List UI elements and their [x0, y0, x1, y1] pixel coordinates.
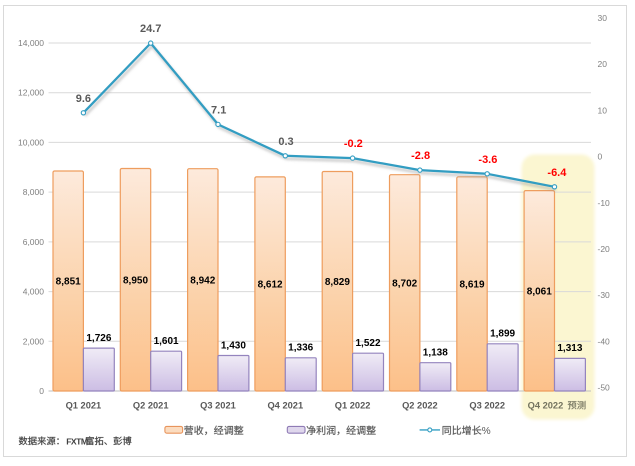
svg-text:8,851: 8,851 [56, 277, 81, 288]
svg-text:8,702: 8,702 [392, 278, 417, 289]
svg-text:Q2 2022: Q2 2022 [402, 401, 438, 411]
svg-text:6,000: 6,000 [23, 237, 45, 247]
svg-text:Q4 2022: Q4 2022 [528, 401, 564, 411]
svg-text:Q4 2021: Q4 2021 [267, 401, 303, 411]
svg-text:1,899: 1,899 [490, 329, 515, 340]
svg-text:8,061: 8,061 [527, 286, 552, 297]
svg-text:1,336: 1,336 [288, 343, 313, 354]
svg-text:1,726: 1,726 [86, 333, 111, 344]
svg-text:-20: -20 [598, 244, 611, 254]
svg-text:0: 0 [39, 386, 44, 396]
svg-text:Q3 2021: Q3 2021 [200, 401, 236, 411]
svg-text:8,829: 8,829 [325, 277, 350, 288]
svg-text:1,430: 1,430 [221, 340, 246, 351]
svg-text:1,601: 1,601 [154, 336, 179, 347]
svg-text:2,000: 2,000 [23, 336, 45, 346]
svg-text:0: 0 [598, 152, 603, 162]
svg-text:1,522: 1,522 [355, 338, 380, 349]
svg-text:12,000: 12,000 [18, 88, 44, 98]
svg-text:8,612: 8,612 [258, 280, 283, 291]
svg-text:-40: -40 [598, 336, 611, 346]
svg-text:30: 30 [598, 13, 608, 23]
svg-text:1,138: 1,138 [423, 348, 448, 359]
svg-text:-50: -50 [598, 383, 611, 393]
svg-text:10,000: 10,000 [18, 137, 44, 147]
svg-text:8,950: 8,950 [123, 275, 148, 286]
svg-text:8,619: 8,619 [459, 279, 484, 290]
svg-text:7.1: 7.1 [211, 104, 226, 116]
svg-text:24.7: 24.7 [140, 23, 161, 35]
svg-text:-2.8: -2.8 [411, 150, 430, 162]
svg-text:4,000: 4,000 [23, 287, 45, 297]
svg-text:Q3 2022: Q3 2022 [469, 401, 505, 411]
svg-text:-0.2: -0.2 [344, 138, 363, 150]
svg-text:-30: -30 [598, 290, 611, 300]
svg-text:14,000: 14,000 [18, 38, 44, 48]
svg-text:Q1 2022: Q1 2022 [335, 401, 371, 411]
svg-text:20: 20 [598, 59, 608, 69]
svg-text:10: 10 [598, 105, 608, 115]
svg-text:Q2 2021: Q2 2021 [133, 401, 169, 411]
svg-text:8,942: 8,942 [190, 275, 215, 286]
svg-text:-10: -10 [598, 198, 611, 208]
svg-text:9.6: 9.6 [76, 93, 91, 105]
svg-text:Q1 2021: Q1 2021 [66, 401, 102, 411]
svg-text:-6.4: -6.4 [547, 167, 567, 179]
svg-text:8,000: 8,000 [23, 187, 45, 197]
svg-text:1,313: 1,313 [557, 343, 582, 354]
svg-text:FXTM: FXTM [66, 436, 88, 446]
svg-text:%: % [482, 426, 491, 437]
svg-text:-3.6: -3.6 [478, 154, 497, 166]
svg-text:0.3: 0.3 [278, 136, 293, 148]
